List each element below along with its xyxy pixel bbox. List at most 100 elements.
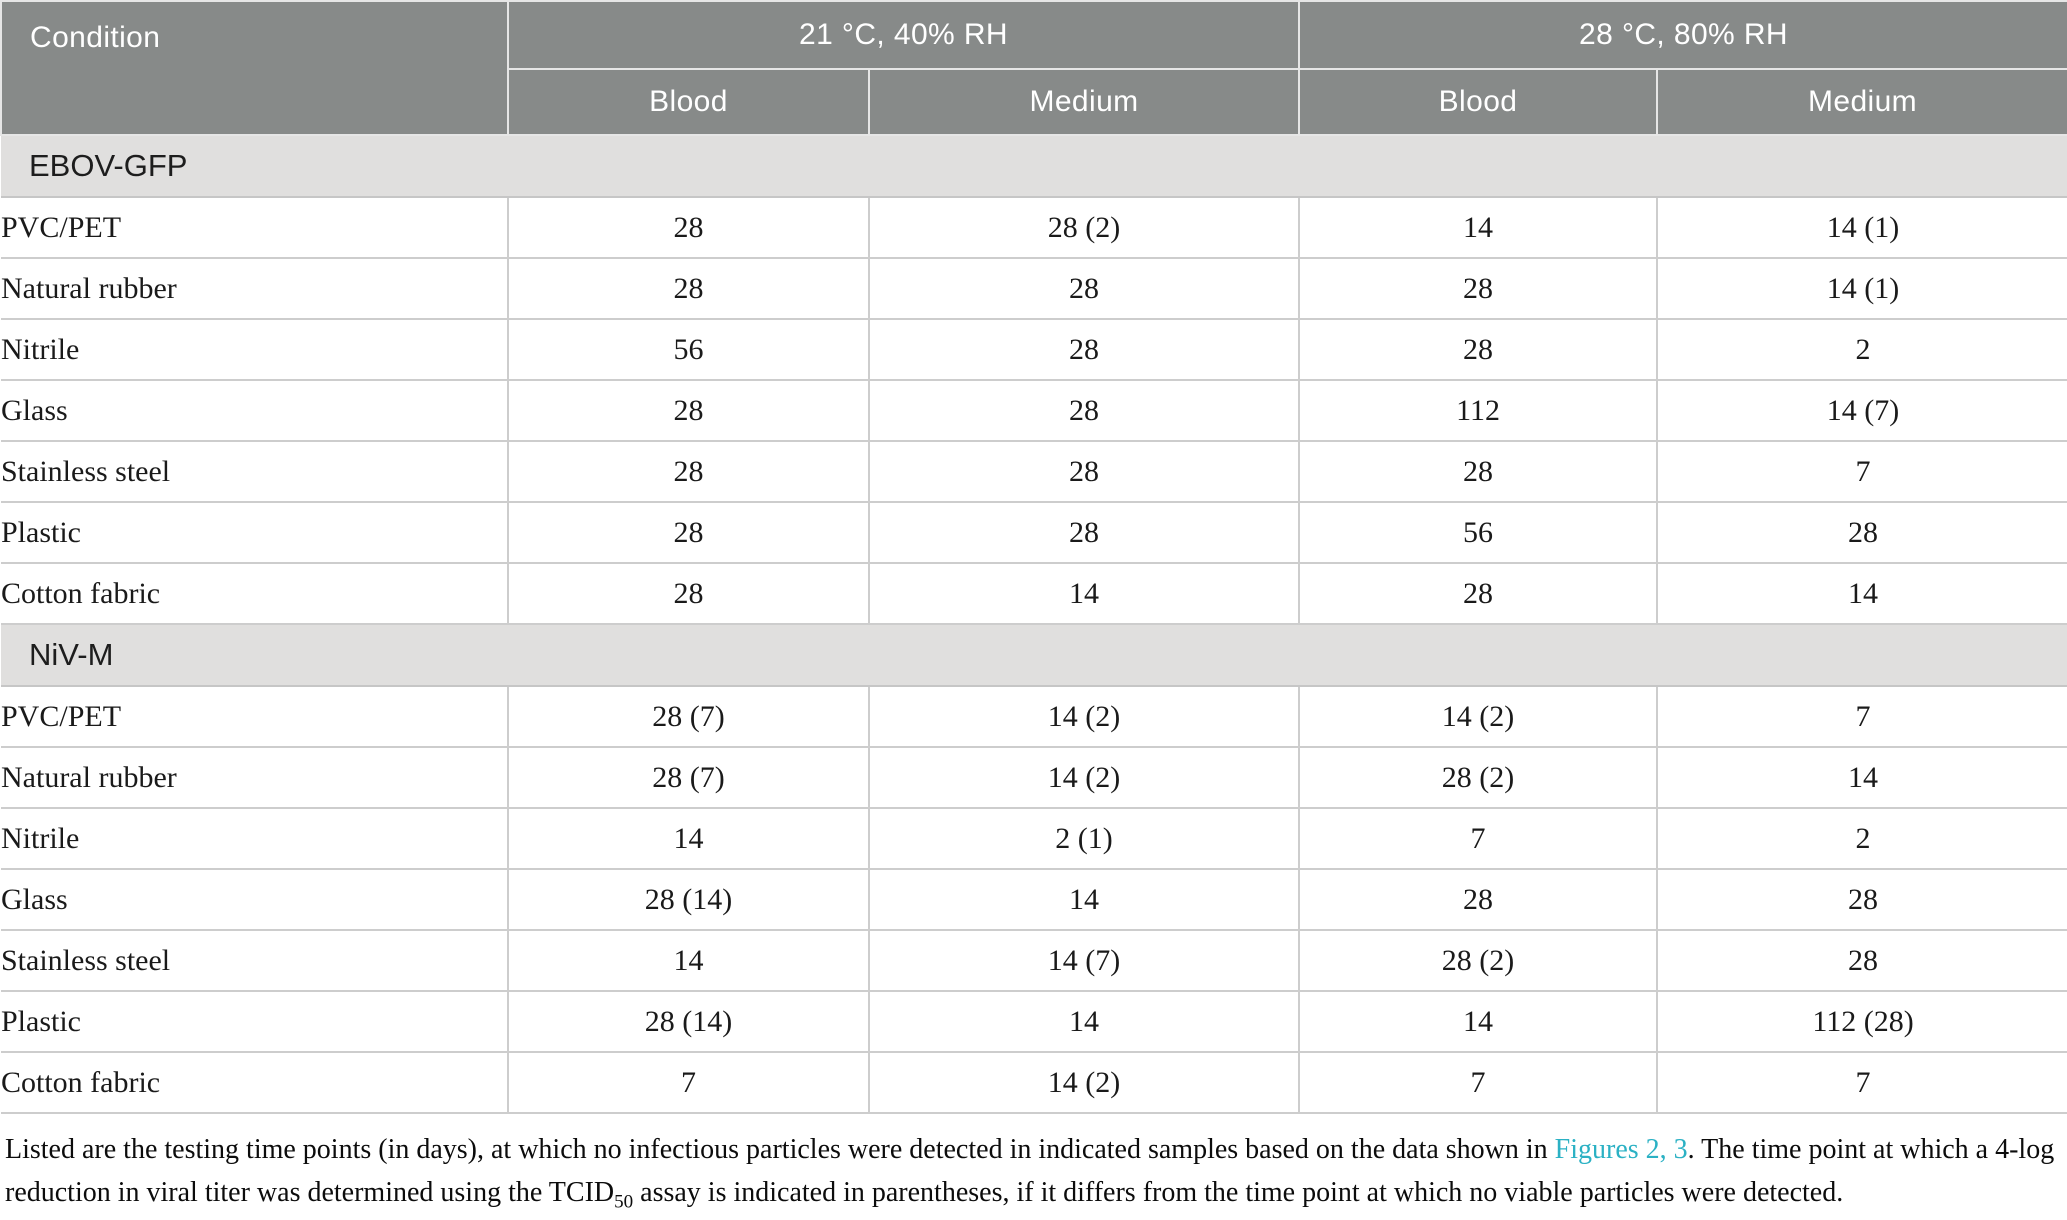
data-cell: 28 (14) [507, 991, 869, 1053]
section-header-row: EBOV-GFP [1, 134, 2067, 198]
data-cell: 14 (2) [867, 1052, 1300, 1114]
data-cell: 2 (1) [867, 808, 1300, 870]
row-label: Cotton fabric [1, 1052, 508, 1114]
data-cell: 14 [867, 563, 1300, 625]
footnote-text-after-subscript: assay is indicated in parentheses, if it… [633, 1177, 1844, 1208]
table-row: Stainless steel 28 28 28 7 [1, 441, 2067, 503]
table-row: Nitrile 14 2 (1) 7 2 [1, 808, 2067, 870]
data-cell: 28 (2) [867, 197, 1300, 259]
data-cell: 28 [507, 380, 869, 442]
data-cell: 28 [507, 502, 869, 564]
column-header-medium-28c: Medium [1656, 68, 2067, 136]
data-cell: 28 [507, 258, 869, 320]
row-label: Natural rubber [1, 747, 508, 809]
table-row: Nitrile 56 28 28 2 [1, 319, 2067, 381]
data-cell: 28 [1656, 869, 2067, 931]
data-cell: 56 [1298, 502, 1658, 564]
row-label: Nitrile [1, 808, 508, 870]
data-cell: 14 [1656, 563, 2067, 625]
section-label: EBOV-GFP [1, 134, 2067, 198]
table-row: PVC/PET 28 (7) 14 (2) 14 (2) 7 [1, 686, 2067, 748]
data-cell: 28 (7) [507, 686, 869, 748]
table-row: Glass 28 28 112 14 (7) [1, 380, 2067, 442]
data-cell: 2 [1656, 808, 2067, 870]
data-cell: 28 [867, 380, 1300, 442]
data-cell: 7 [507, 1052, 869, 1114]
section-label: NiV-M [1, 623, 2067, 687]
data-cell: 28 [1298, 869, 1658, 931]
data-cell: 28 (7) [507, 747, 869, 809]
table-body: EBOV-GFP PVC/PET 28 28 (2) 14 14 (1) Natural r… [1, 134, 2067, 1114]
footnote-text-before-link: Listed are the testing time points (in d… [5, 1134, 1555, 1165]
data-cell: 28 [507, 563, 869, 625]
data-cell: 7 [1656, 686, 2067, 748]
data-cell: 14 (2) [867, 686, 1300, 748]
data-cell: 14 (7) [867, 930, 1300, 992]
table-row: Plastic 28 28 56 28 [1, 502, 2067, 564]
column-header-medium-21c: Medium [867, 68, 1301, 136]
data-cell: 2 [1656, 319, 2067, 381]
data-cell: 7 [1656, 1052, 2067, 1114]
data-cell: 7 [1298, 1052, 1658, 1114]
tcid50-subscript: 50 [614, 1191, 634, 1213]
data-cell: 14 (1) [1656, 197, 2067, 259]
footnote-text-after-link: . The time point at which a 4-log reduct… [5, 1134, 2055, 1208]
data-cell: 56 [507, 319, 869, 381]
data-cell: 14 [1298, 991, 1658, 1053]
data-cell: 28 [507, 441, 869, 503]
table-row: Natural rubber 28 28 28 14 (1) [1, 258, 2067, 320]
row-label: Plastic [1, 502, 508, 564]
table-row: Natural rubber 28 (7) 14 (2) 28 (2) 14 [1, 747, 2067, 809]
table-row: PVC/PET 28 28 (2) 14 14 (1) [1, 197, 2067, 259]
column-group-21c-40rh: 21 °C, 40% RH [506, 0, 1301, 70]
data-cell: 14 [867, 991, 1300, 1053]
figures-2-3-link[interactable]: Figures 2, 3 [1554, 1134, 1688, 1165]
row-label: PVC/PET [1, 686, 508, 748]
table-footnote: Listed are the testing time points (in d… [0, 1128, 2067, 1214]
data-cell: 28 [1656, 930, 2067, 992]
data-cell: 14 [1298, 197, 1658, 259]
data-cell: 14 (1) [1656, 258, 2067, 320]
data-cell: 28 [507, 197, 869, 259]
row-label: Glass [1, 869, 508, 931]
data-cell: 28 [1298, 258, 1658, 320]
column-header-blood-21c: Blood [507, 68, 870, 136]
data-cell: 28 [1656, 502, 2067, 564]
data-cell: 14 [507, 930, 869, 992]
column-header-condition: Condition [0, 0, 509, 136]
data-cell: 28 (2) [1298, 930, 1658, 992]
data-cell: 28 [867, 441, 1300, 503]
stability-table: Condition 21 °C, 40% RH 28 °C, 80% RH Bl… [0, 0, 2067, 1114]
data-cell: 28 [1298, 319, 1658, 381]
data-cell: 28 (2) [1298, 747, 1658, 809]
data-cell: 7 [1298, 808, 1658, 870]
data-cell: 14 (7) [1656, 380, 2067, 442]
row-label: Stainless steel [1, 441, 508, 503]
table-row: Glass 28 (14) 14 28 28 [1, 869, 2067, 931]
row-label: Natural rubber [1, 258, 508, 320]
data-cell: 7 [1656, 441, 2067, 503]
row-label: Nitrile [1, 319, 508, 381]
row-label: Cotton fabric [1, 563, 508, 625]
data-cell: 14 (2) [1298, 686, 1658, 748]
row-label: PVC/PET [1, 197, 508, 259]
row-label: Glass [1, 380, 508, 442]
data-cell: 28 [1298, 441, 1658, 503]
data-cell: 28 [867, 502, 1300, 564]
table-row: Stainless steel 14 14 (7) 28 (2) 28 [1, 930, 2067, 992]
header-sub-row: Blood Medium Blood Medium [1, 68, 2067, 136]
table-row: Cotton fabric 28 14 28 14 [1, 563, 2067, 625]
data-cell: 14 [1656, 747, 2067, 809]
data-cell: 112 (28) [1656, 991, 2067, 1053]
data-cell: 28 (14) [507, 869, 869, 931]
data-cell: 14 [507, 808, 869, 870]
data-cell: 14 [867, 869, 1300, 931]
section-header-row: NiV-M [1, 623, 2067, 687]
row-label: Stainless steel [1, 930, 508, 992]
data-cell: 14 (2) [867, 747, 1300, 809]
table-row: Cotton fabric 7 14 (2) 7 7 [1, 1052, 2067, 1114]
data-cell: 28 [867, 258, 1300, 320]
data-cell: 28 [867, 319, 1300, 381]
row-label: Plastic [1, 991, 508, 1053]
